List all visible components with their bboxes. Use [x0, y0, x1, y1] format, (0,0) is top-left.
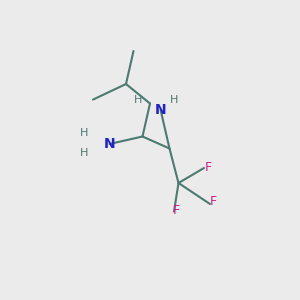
Text: H: H — [80, 148, 88, 158]
Text: H: H — [80, 128, 88, 139]
Text: F: F — [173, 204, 180, 217]
Text: N: N — [155, 103, 166, 116]
Text: F: F — [209, 195, 217, 208]
Text: H: H — [134, 94, 142, 105]
Text: H: H — [170, 94, 178, 105]
Text: N: N — [104, 137, 115, 151]
Text: F: F — [204, 161, 211, 174]
